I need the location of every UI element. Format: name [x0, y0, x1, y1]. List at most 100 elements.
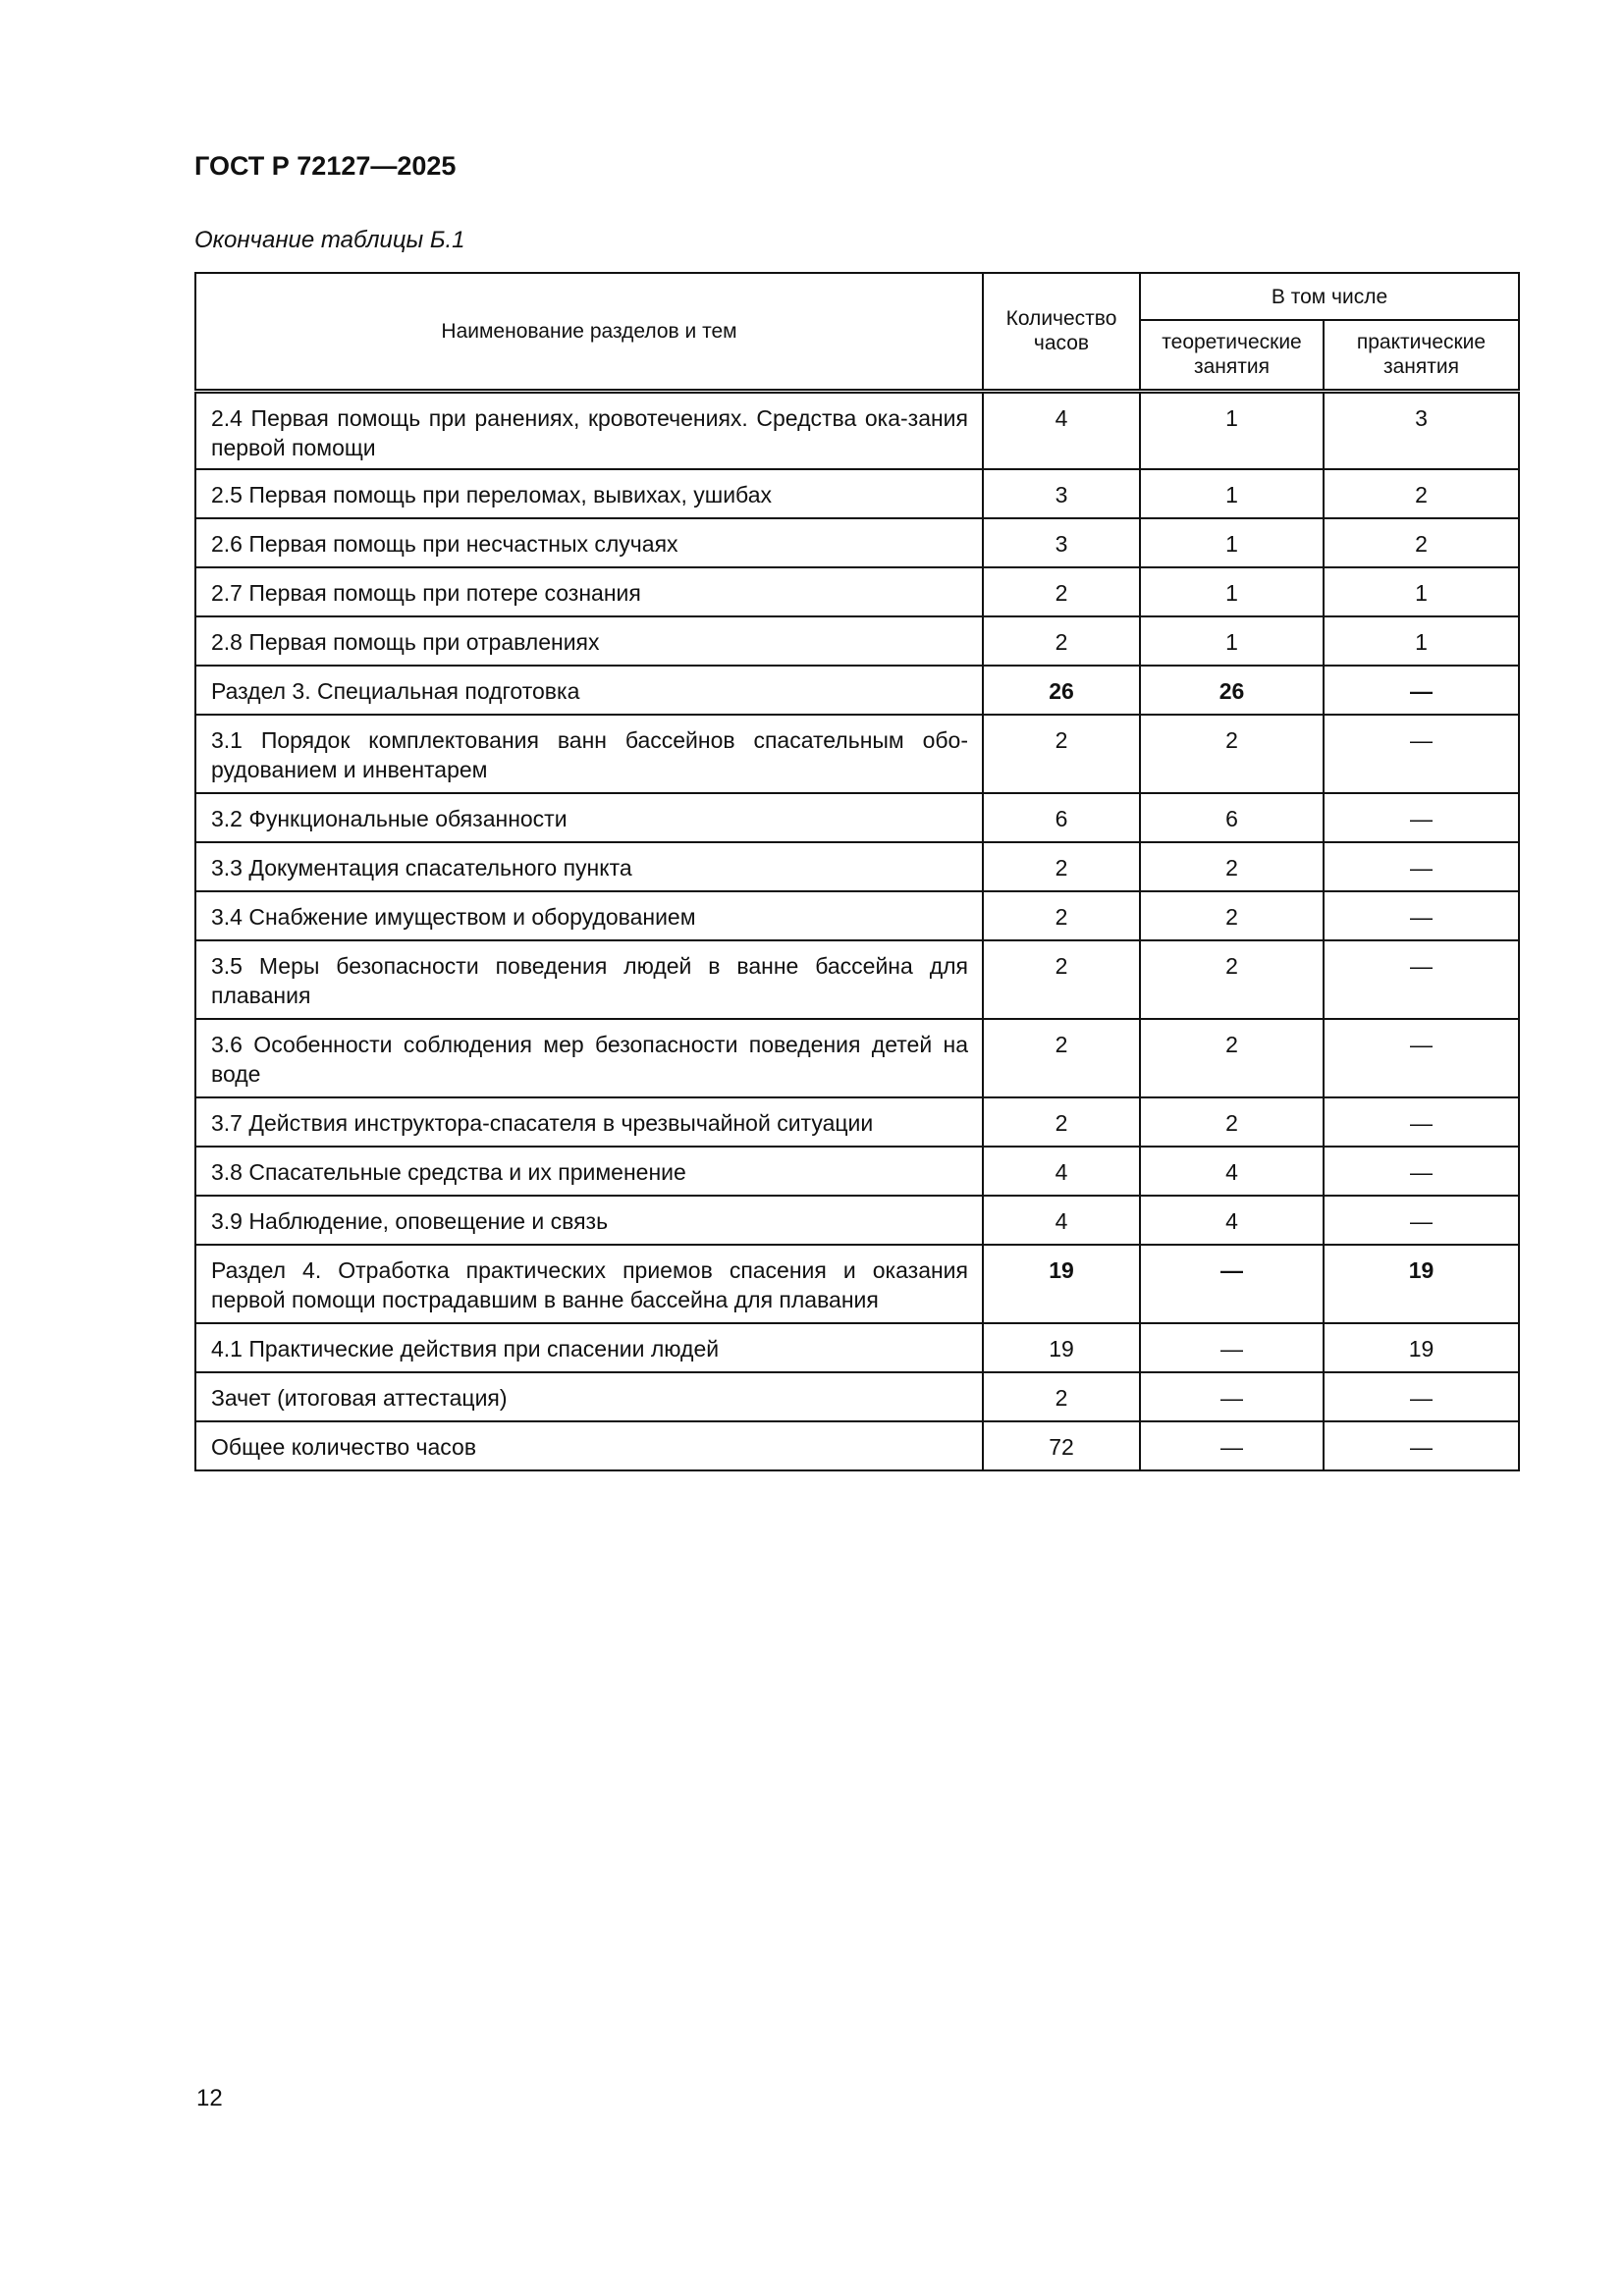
cell-hours: 6 [982, 792, 1141, 843]
table-row: 3.5 Меры безопасности поведения людей в … [194, 939, 1520, 1020]
table-row: 2.6 Первая помощь при несчастных случаях… [194, 517, 1520, 568]
cell-practice: — [1323, 1018, 1520, 1098]
cell-name: 2.6 Первая помощь при несчастных случаях [194, 517, 984, 568]
cell-hours: 2 [982, 615, 1141, 667]
cell-name: 2.8 Первая помощь при отравлениях [194, 615, 984, 667]
table-row: Раздел 3. Специальная подготовка 26 26— [194, 665, 1520, 716]
table-row: 3.3 Документация спасательного пункта 2 2— [194, 841, 1520, 892]
header-theory: теоретические занятия [1139, 319, 1325, 392]
cell-theory: 2 [1139, 1096, 1325, 1148]
table-row: Раздел 4. Отработка практических приемов… [194, 1244, 1520, 1324]
cell-theory: 1 [1139, 566, 1325, 617]
table-row: 2.5 Первая помощь при переломах, вывихах… [194, 468, 1520, 519]
cell-theory: — [1139, 1420, 1325, 1471]
cell-theory: 26 [1139, 665, 1325, 716]
cell-name: 3.5 Меры безопасности поведения людей в … [194, 939, 984, 1020]
table-row: 2.7 Первая помощь при потере сознания 2 1 1 [194, 566, 1520, 617]
cell-name: 3.8 Спасательные средства и их применени… [194, 1146, 984, 1197]
table-row: 3.6 Особенности соблюдения мер безопасно… [194, 1018, 1520, 1098]
hours-table: Наименование разделов и тем Количество ч… [194, 272, 1520, 1471]
cell-name: 2.7 Первая помощь при потере сознания [194, 566, 984, 617]
table-row: Общее количество часов 72— — [194, 1420, 1520, 1471]
cell-theory: — [1139, 1244, 1325, 1324]
cell-theory: 1 [1139, 517, 1325, 568]
table-caption: Окончание таблицы Б.1 [194, 227, 465, 253]
cell-practice: — [1323, 1371, 1520, 1422]
cell-practice: 1 [1323, 566, 1520, 617]
cell-practice: — [1323, 1195, 1520, 1246]
table-row: 2.4 Первая помощь при ранениях, кровотеч… [194, 388, 1520, 470]
cell-theory: 6 [1139, 792, 1325, 843]
cell-hours: 4 [982, 1195, 1141, 1246]
cell-name: 3.3 Документация спасательного пункта [194, 841, 984, 892]
cell-practice: 3 [1323, 388, 1520, 470]
cell-name: 3.2 Функциональные обязанности [194, 792, 984, 843]
cell-practice: — [1323, 792, 1520, 843]
page-number: 12 [196, 2085, 223, 2111]
header-name: Наименование разделов и тем [194, 272, 984, 392]
cell-practice: — [1323, 841, 1520, 892]
cell-name: Зачет (итоговая аттестация) [194, 1371, 984, 1422]
cell-practice: — [1323, 665, 1520, 716]
cell-hours: 2 [982, 566, 1141, 617]
cell-practice: — [1323, 1146, 1520, 1197]
cell-name: 3.6 Особенности соблюдения мер безопасно… [194, 1018, 984, 1098]
cell-name: 2.5 Первая помощь при переломах, вывихах… [194, 468, 984, 519]
header-hours: Количество часов [982, 272, 1141, 392]
cell-practice: — [1323, 890, 1520, 941]
cell-name: 3.9 Наблюдение, оповещение и связь [194, 1195, 984, 1246]
cell-hours: 2 [982, 1018, 1141, 1098]
table-row: 3.9 Наблюдение, оповещение и связь 4 4— [194, 1195, 1520, 1246]
cell-hours: 26 [982, 665, 1141, 716]
cell-hours: 2 [982, 890, 1141, 941]
cell-hours: 4 [982, 388, 1141, 470]
cell-theory: 2 [1139, 939, 1325, 1020]
header-practice: практические занятия [1323, 319, 1520, 392]
cell-hours: 2 [982, 714, 1141, 794]
table-row: 3.1 Порядок комплектования ванн бассейно… [194, 714, 1520, 794]
cell-theory: — [1139, 1371, 1325, 1422]
cell-name: 3.7 Действия инструктора-спасателя в чре… [194, 1096, 984, 1148]
cell-practice: 19 [1323, 1322, 1520, 1373]
table-row: 3.4 Снабжение имуществом и оборудованием… [194, 890, 1520, 941]
cell-name: Раздел 3. Специальная подготовка [194, 665, 984, 716]
cell-hours: 2 [982, 841, 1141, 892]
table-row: Зачет (итоговая аттестация) 2— — [194, 1371, 1520, 1422]
cell-hours: 19 [982, 1244, 1141, 1324]
cell-hours: 3 [982, 468, 1141, 519]
cell-theory: 2 [1139, 890, 1325, 941]
cell-name: 3.4 Снабжение имуществом и оборудованием [194, 890, 984, 941]
table-row: 3.2 Функциональные обязанности 6 6— [194, 792, 1520, 843]
cell-practice: 2 [1323, 517, 1520, 568]
cell-practice: 2 [1323, 468, 1520, 519]
cell-practice: — [1323, 714, 1520, 794]
cell-practice: — [1323, 939, 1520, 1020]
cell-theory: 1 [1139, 388, 1325, 470]
cell-name: 4.1 Практические действия при спасении л… [194, 1322, 984, 1373]
cell-hours: 2 [982, 1096, 1141, 1148]
cell-practice: — [1323, 1420, 1520, 1471]
cell-hours: 2 [982, 1371, 1141, 1422]
cell-theory: 1 [1139, 468, 1325, 519]
cell-name: Раздел 4. Отработка практических приемов… [194, 1244, 984, 1324]
cell-name: Общее количество часов [194, 1420, 984, 1471]
cell-name: 2.4 Первая помощь при ранениях, кровотеч… [194, 388, 984, 470]
cell-practice: 1 [1323, 615, 1520, 667]
cell-theory: 2 [1139, 841, 1325, 892]
cell-theory: 2 [1139, 1018, 1325, 1098]
table-row: 4.1 Практические действия при спасении л… [194, 1322, 1520, 1373]
table-row: 3.7 Действия инструктора-спасателя в чре… [194, 1096, 1520, 1148]
cell-theory: 4 [1139, 1195, 1325, 1246]
cell-theory: — [1139, 1322, 1325, 1373]
cell-hours: 2 [982, 939, 1141, 1020]
cell-hours: 4 [982, 1146, 1141, 1197]
cell-practice: 19 [1323, 1244, 1520, 1324]
cell-theory: 2 [1139, 714, 1325, 794]
cell-name: 3.1 Порядок комплектования ванн бассейно… [194, 714, 984, 794]
cell-practice: — [1323, 1096, 1520, 1148]
table-row: 2.8 Первая помощь при отравлениях 2 1 1 [194, 615, 1520, 667]
cell-hours: 72 [982, 1420, 1141, 1471]
cell-theory: 1 [1139, 615, 1325, 667]
cell-hours: 3 [982, 517, 1141, 568]
document-code: ГОСТ Р 72127—2025 [194, 151, 457, 181]
